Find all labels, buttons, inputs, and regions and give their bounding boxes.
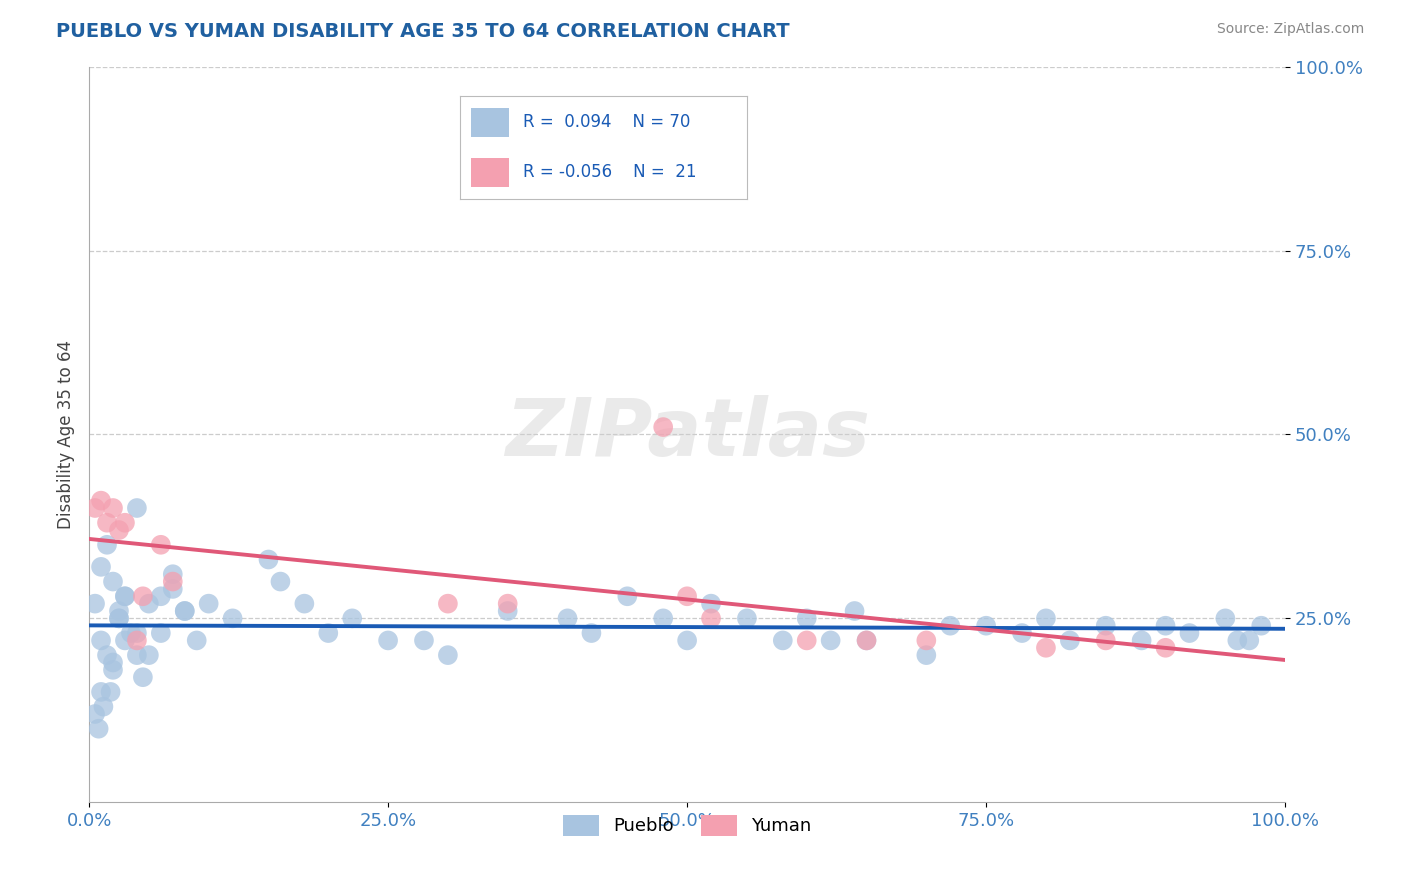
Point [413,633,436,648]
Point [855,633,877,648]
Point [496,597,519,611]
Point [915,633,938,648]
Point [84,706,107,721]
Point [1239,633,1261,648]
Point [1154,618,1177,632]
Point [700,611,723,625]
Point [90,493,112,508]
Point [96,538,118,552]
Point [1094,618,1116,632]
Point [149,538,172,552]
Point [616,589,638,603]
Point [1011,626,1033,640]
Point [162,582,184,596]
Point [855,633,877,648]
Point [292,597,315,611]
Point [1094,633,1116,648]
Point [114,589,136,603]
Point [101,501,124,516]
Point [114,589,136,603]
Point [125,633,148,648]
Point [269,574,291,589]
Point [316,626,339,640]
Point [581,626,603,640]
Point [114,516,136,530]
Point [221,611,243,625]
Point [120,626,142,640]
Point [101,663,124,677]
Point [437,597,460,611]
Point [496,604,519,618]
Point [772,633,794,648]
Point [1226,633,1249,648]
Point [125,648,148,662]
Point [1035,640,1057,655]
Point [149,626,172,640]
Point [257,552,280,566]
Point [1035,611,1057,625]
Point [1178,626,1201,640]
Point [138,597,160,611]
Point [96,648,118,662]
Point [796,633,818,648]
Point [939,618,962,632]
Point [101,656,124,670]
Point [90,633,112,648]
Point [84,501,107,516]
Point [1250,618,1272,632]
Point [108,523,131,537]
Point [915,648,938,662]
Text: Source: ZipAtlas.com: Source: ZipAtlas.com [1216,22,1364,37]
Point [108,611,131,625]
Point [132,589,155,603]
Point [974,618,997,632]
Point [735,611,758,625]
Point [652,611,675,625]
Y-axis label: Disability Age 35 to 64: Disability Age 35 to 64 [58,340,75,529]
Point [138,648,160,662]
Point [90,559,112,574]
Point [1154,640,1177,655]
Point [101,574,124,589]
Point [377,633,399,648]
Point [820,633,842,648]
Point [1130,633,1153,648]
Point [844,604,866,618]
Point [162,574,184,589]
Text: PUEBLO VS YUMAN DISABILITY AGE 35 TO 64 CORRELATION CHART: PUEBLO VS YUMAN DISABILITY AGE 35 TO 64 … [56,22,790,41]
Point [125,501,148,516]
Point [84,597,107,611]
Point [87,722,110,736]
Point [108,611,131,625]
Point [186,633,208,648]
Point [100,685,122,699]
Point [96,516,118,530]
Point [197,597,219,611]
Point [557,611,579,625]
Point [125,626,148,640]
Point [652,420,675,434]
Text: ZIPatlas: ZIPatlas [505,395,870,474]
Point [173,604,195,618]
Point [1059,633,1081,648]
Point [676,633,699,648]
Point [1215,611,1237,625]
Point [108,604,131,618]
Point [149,589,172,603]
Legend: Pueblo, Yuman: Pueblo, Yuman [554,805,821,845]
Point [342,611,364,625]
Point [114,633,136,648]
Point [676,589,699,603]
Point [173,604,195,618]
Point [162,567,184,582]
Point [90,685,112,699]
Point [132,670,155,684]
Point [700,597,723,611]
Point [93,699,115,714]
Point [796,611,818,625]
Point [437,648,460,662]
